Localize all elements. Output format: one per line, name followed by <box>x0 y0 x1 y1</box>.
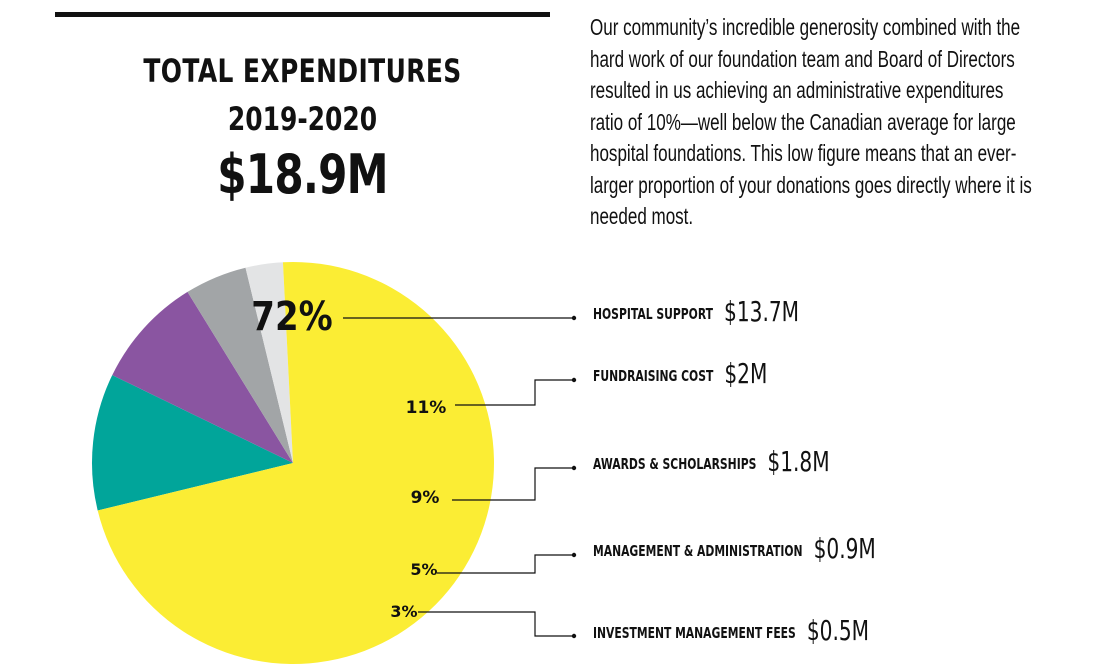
pie-slice-fundraising-cost <box>92 375 294 511</box>
category-label-2: FUNDRAISING COST <box>593 368 713 385</box>
amount-label-3: $1.8M <box>767 445 829 478</box>
leader-dot-2 <box>571 377 577 383</box>
leader-line-4 <box>437 554 574 574</box>
top-rule <box>55 12 550 17</box>
pct-label-4: 5% <box>410 560 437 579</box>
pie-slices <box>92 262 495 664</box>
category-label-3: AWARDS & SCHOLARSHIPS <box>593 456 756 473</box>
category-label-1: HOSPITAL SUPPORT <box>593 306 713 323</box>
total-amount: $18.9M <box>217 143 388 206</box>
intro-paragraph: Our community’s incredible generosity co… <box>590 14 1032 229</box>
amount-label-2: $2M <box>724 357 767 390</box>
leader-dot-1 <box>571 315 577 321</box>
pct-label-2: 11% <box>406 398 447 418</box>
leader-dot-5 <box>571 633 577 639</box>
chart-year: 2019-2020 <box>227 100 378 138</box>
pct-label-3: 9% <box>411 488 440 508</box>
category-label-4: MANAGEMENT & ADMINISTRATION <box>593 543 803 560</box>
category-label-5: INVESTMENT MANAGEMENT FEES <box>593 625 796 642</box>
pie-slice-management-administration <box>187 267 293 463</box>
chart-title: TOTAL EXPENDITURES <box>143 52 462 90</box>
leader-line-5 <box>418 611 574 637</box>
leader-line-2 <box>455 379 574 406</box>
leader-lines <box>343 315 577 639</box>
leader-line-3 <box>452 467 574 501</box>
pie-slice-investment-management-fees <box>245 262 293 463</box>
amount-label-5: $0.5M <box>807 614 869 647</box>
amount-label-1: $13.7M <box>724 295 799 328</box>
pie-slice-awards-scholarships <box>112 291 293 463</box>
leader-dot-3 <box>571 465 577 471</box>
pie-slice-hospital-support <box>97 262 495 664</box>
amount-label-4: $0.9M <box>814 532 876 565</box>
pct-label-1: 72% <box>251 293 332 339</box>
leader-dot-4 <box>571 552 577 558</box>
pct-label-5: 3% <box>390 602 417 621</box>
